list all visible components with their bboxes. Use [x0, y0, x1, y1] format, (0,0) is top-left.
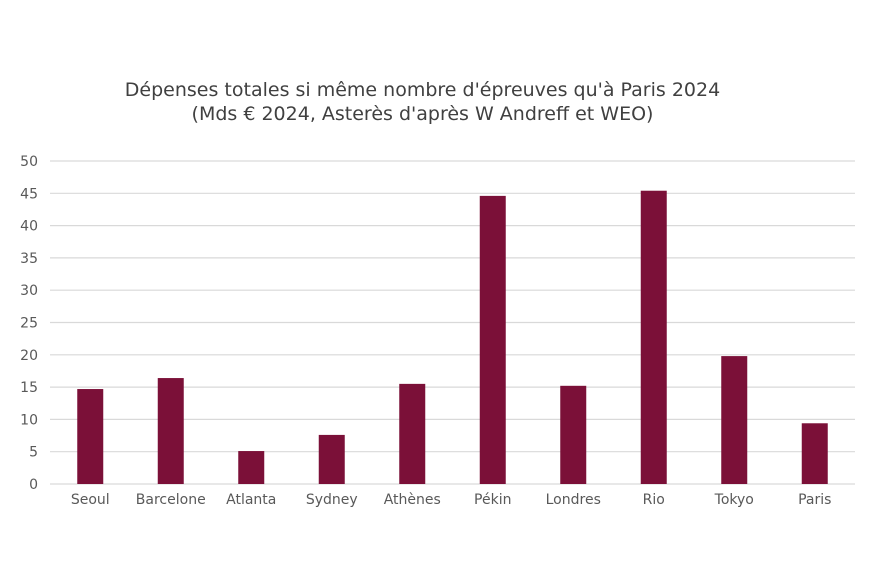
- bar-sydney: [318, 434, 345, 484]
- x-tick-label: Pékin: [474, 492, 511, 508]
- y-tick-label: 30: [20, 283, 38, 299]
- x-tick-label: Seoul: [71, 492, 110, 508]
- y-tick-label: 45: [20, 186, 38, 202]
- x-tick-label: Sydney: [306, 492, 358, 508]
- x-tick-label: Londres: [546, 492, 601, 508]
- bar-rio: [640, 190, 667, 484]
- chart-title: Dépenses totales si même nombre d'épreuv…: [124, 79, 721, 101]
- x-tick-label: Paris: [798, 492, 831, 508]
- y-tick-label: 25: [20, 316, 38, 332]
- bars: [77, 190, 828, 484]
- chart-title-block: Dépenses totales si même nombre d'épreuv…: [0, 78, 845, 126]
- bar-seoul: [77, 389, 104, 484]
- y-axis-ticks: 0 5 10 15 20 25 30 35 40 45 50: [20, 154, 38, 493]
- y-tick-label: 40: [20, 219, 38, 235]
- x-tick-label: Barcelone: [136, 492, 206, 508]
- grid-lines: [50, 160, 855, 485]
- bar-pékin: [479, 195, 506, 484]
- bar-barcelone: [157, 378, 184, 484]
- x-tick-label: Rio: [643, 492, 665, 508]
- y-tick-label: 15: [20, 380, 38, 396]
- bar-tokyo: [721, 356, 748, 484]
- bar-athènes: [399, 383, 426, 484]
- bar-atlanta: [238, 451, 265, 484]
- chart-subtitle: (Mds € 2024, Asterès d'après W Andreff e…: [191, 103, 654, 125]
- bar-paris: [801, 423, 828, 484]
- y-tick-label: 0: [29, 477, 38, 493]
- y-tick-label: 20: [20, 348, 38, 364]
- x-axis-ticks: Seoul Barcelone Atlanta Sydney Athènes Pékin L…: [71, 492, 832, 508]
- y-tick-label: 35: [20, 251, 38, 267]
- x-tick-label: Atlanta: [226, 492, 276, 508]
- x-tick-label: Tokyo: [714, 492, 754, 508]
- bar-londres: [560, 385, 587, 484]
- x-tick-label: Athènes: [384, 492, 441, 508]
- y-tick-label: 50: [20, 154, 38, 170]
- y-tick-label: 10: [20, 412, 38, 428]
- y-tick-label: 5: [29, 445, 38, 461]
